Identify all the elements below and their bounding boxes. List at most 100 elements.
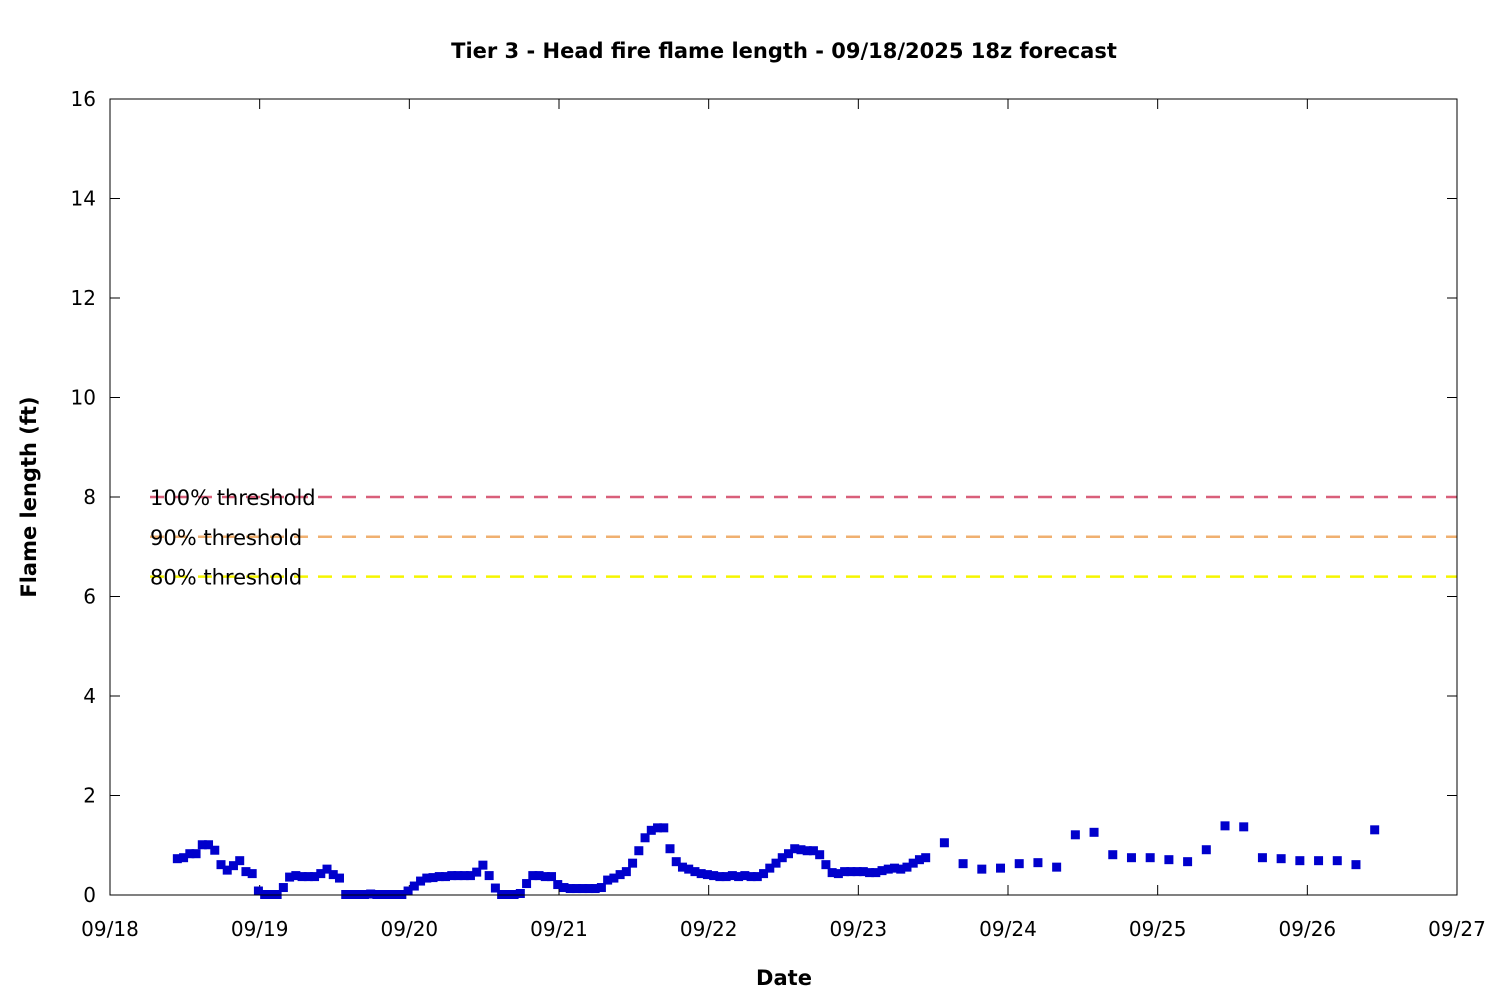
data-point [790,844,800,854]
data-point [540,872,550,882]
data-point [908,858,918,868]
data-point [534,871,544,881]
data-point [609,873,619,883]
data-point [584,884,594,894]
x-tick-label: 09/24 [979,917,1037,941]
data-point [902,862,912,872]
data-point [958,859,968,869]
threshold-lines: 100% threshold 90% threshold 80% threshold [150,486,1457,590]
y-tick-label: 2 [83,784,96,808]
data-point [1220,821,1230,831]
data-point [640,833,650,843]
data-point [740,871,750,881]
data-point [328,870,338,880]
data-point [596,883,606,893]
data-point [621,867,631,877]
data-point [1126,853,1136,863]
data-point [833,869,843,879]
data-point [796,845,806,855]
data-point [465,871,475,881]
data-point [1314,856,1324,866]
data-point [578,884,588,894]
data-point [890,863,900,873]
x-tick-label: 09/27 [1428,917,1486,941]
data-point [858,867,868,877]
data-point [671,857,681,867]
axis-ticks: 09/18 09/19 09/20 09/21 09/22 09/23 09/24 09/25… [71,87,1486,941]
data-point [1239,822,1249,832]
data-point [210,845,220,855]
y-tick-label: 14 [71,187,96,211]
data-point [447,871,457,881]
data-point [715,872,725,882]
data-point [734,872,744,882]
x-axis-label: Date [756,966,812,990]
data-point [590,884,600,894]
data-point [416,876,426,886]
data-point [877,866,887,876]
x-tick-label: 09/23 [830,917,888,941]
data-point [709,871,719,881]
data-point [603,875,613,885]
data-point [634,846,644,856]
data-point [1183,857,1193,867]
data-point [172,854,182,864]
data-point [179,853,189,863]
data-point [702,870,712,880]
data-point [403,886,413,896]
data-point [628,858,638,868]
data-point [1052,862,1062,872]
data-point [646,825,656,835]
y-tick-label: 10 [71,386,96,410]
data-point [285,872,295,882]
x-tick-label: 09/25 [1129,917,1187,941]
data-point [615,870,625,880]
data-point [827,868,837,878]
x-tick-label: 09/21 [530,917,588,941]
data-point [547,872,557,882]
data-point [522,879,532,889]
data-point [883,864,893,874]
data-point [996,863,1006,873]
data-point [191,849,201,859]
data-point [322,864,332,874]
data-point [222,865,232,875]
y-axis-label: Flame length (ft) [17,396,41,597]
data-point [690,867,700,877]
data-point [815,850,825,860]
data-point [777,853,787,863]
data-point [752,872,762,882]
threshold-label: 100% threshold [150,486,316,510]
threshold-label: 90% threshold [150,526,302,550]
data-point [821,860,831,870]
data-points [172,821,1380,900]
x-tick-label: 09/20 [381,917,439,941]
data-point [665,844,675,854]
x-tick-label: 09/18 [81,917,139,941]
data-point [310,872,320,882]
data-point [185,849,195,859]
chart-title: Tier 3 - Head fire flame length - 09/18/… [451,39,1117,63]
data-point [553,880,563,890]
data-point [366,889,376,899]
data-point [696,869,706,879]
data-point [921,853,931,863]
data-point [478,860,488,870]
data-point [235,856,245,866]
data-point [659,823,669,833]
data-point [939,838,949,848]
data-point [409,881,419,891]
data-point [840,867,850,877]
data-point [1014,859,1024,869]
data-point [846,867,856,877]
data-point [896,864,906,874]
data-point [422,873,432,883]
data-point [1145,853,1155,863]
data-point [1070,830,1080,840]
data-point [1332,856,1342,866]
x-tick-label: 09/19 [231,917,289,941]
threshold-label: 80% threshold [150,566,302,590]
data-point [228,861,238,871]
data-point [1295,856,1305,866]
data-point [759,869,769,879]
